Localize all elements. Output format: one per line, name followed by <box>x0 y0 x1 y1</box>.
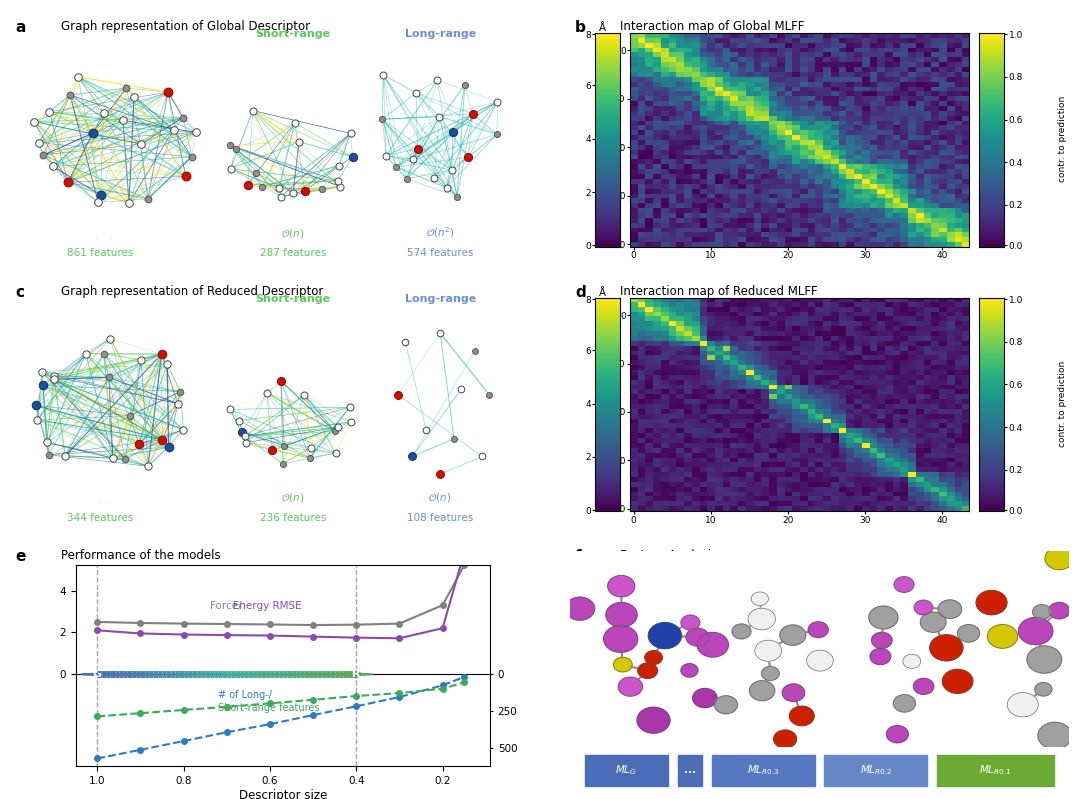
Text: contr. to prediction: contr. to prediction <box>1057 96 1067 181</box>
Text: Graph representation of Global Descriptor: Graph representation of Global Descripto… <box>60 20 310 33</box>
Text: Short-range: Short-range <box>255 30 330 39</box>
Text: contr. to prediction: contr. to prediction <box>1057 360 1067 447</box>
Text: $\mathcal{O}(n^2)$: $\mathcal{O}(n^2)$ <box>86 225 116 240</box>
Text: 236 features: 236 features <box>259 512 326 523</box>
Text: 10: 10 <box>597 36 607 45</box>
Text: c: c <box>16 284 25 300</box>
Text: 861 features: 861 features <box>67 248 134 257</box>
Text: $\mathcal{O}(n)$: $\mathcal{O}(n)$ <box>281 491 305 504</box>
Text: 574 features: 574 features <box>407 248 473 257</box>
Text: =: = <box>204 120 222 140</box>
Text: +: + <box>367 118 388 142</box>
Text: Interaction map of Reduced MLFF: Interaction map of Reduced MLFF <box>620 284 818 297</box>
Text: $\mathcal{O}(n)$: $\mathcal{O}(n)$ <box>281 227 305 240</box>
Text: Å: Å <box>599 23 606 34</box>
Text: Å: Å <box>599 288 606 298</box>
Text: a: a <box>16 20 26 34</box>
Text: 108 features: 108 features <box>407 512 473 523</box>
Text: $\mathcal{O}(n)$: $\mathcal{O}(n)$ <box>89 491 112 504</box>
Text: 287 features: 287 features <box>259 248 326 257</box>
Text: Short-range: Short-range <box>255 294 330 304</box>
Text: f: f <box>575 550 581 564</box>
Text: d: d <box>575 284 585 300</box>
Text: e: e <box>16 550 26 564</box>
Text: Long-range: Long-range <box>405 30 476 39</box>
Text: 10: 10 <box>597 300 607 309</box>
Text: $\mathcal{O}(n)$: $\mathcal{O}(n)$ <box>429 491 451 504</box>
Text: Feature Analysis: Feature Analysis <box>620 550 717 562</box>
Text: $\mathcal{O}(n^2)$: $\mathcal{O}(n^2)$ <box>426 225 455 240</box>
Text: =: = <box>204 385 222 405</box>
Text: b: b <box>575 20 585 34</box>
Text: +: + <box>367 383 388 407</box>
Text: Performance of the models: Performance of the models <box>60 550 220 562</box>
Text: 344 features: 344 features <box>67 512 134 523</box>
Text: Interaction map of Global MLFF: Interaction map of Global MLFF <box>620 20 805 33</box>
Text: Graph representation of Reduced Descriptor: Graph representation of Reduced Descript… <box>60 284 323 297</box>
Text: Long-range: Long-range <box>405 294 476 304</box>
